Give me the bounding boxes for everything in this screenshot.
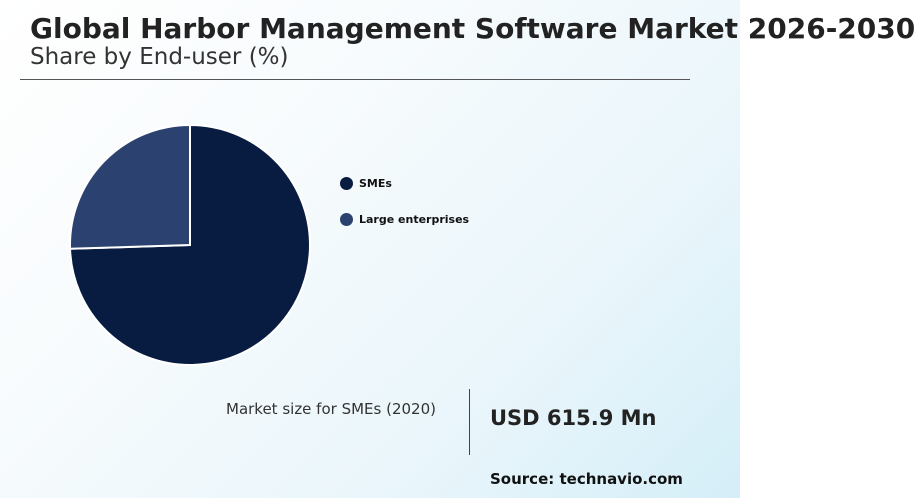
chart-subtitle: Share by End-user (%) bbox=[30, 44, 289, 70]
chart-title: Global Harbor Management Software Market… bbox=[30, 12, 916, 45]
legend-label: Large enterprises bbox=[359, 212, 470, 226]
market-size-label: Market size for SMEs (2020) bbox=[226, 400, 436, 418]
pie-chart bbox=[69, 123, 311, 366]
market-size-divider bbox=[469, 389, 470, 455]
market-size-value: USD 615.9 Mn bbox=[490, 406, 657, 430]
legend-item-large-enterprises: Large enterprises bbox=[340, 210, 469, 228]
legend-swatch bbox=[340, 212, 353, 226]
legend-item-smes: SMEs bbox=[340, 174, 469, 192]
legend-label: SMEs bbox=[359, 176, 392, 190]
header-divider bbox=[20, 79, 690, 80]
chart-legend: SMEs Large enterprises bbox=[340, 174, 469, 246]
source-credit: Source: technavio.com bbox=[490, 470, 683, 488]
legend-swatch bbox=[340, 176, 353, 190]
pie-slice-large-enterprises bbox=[69, 123, 191, 250]
